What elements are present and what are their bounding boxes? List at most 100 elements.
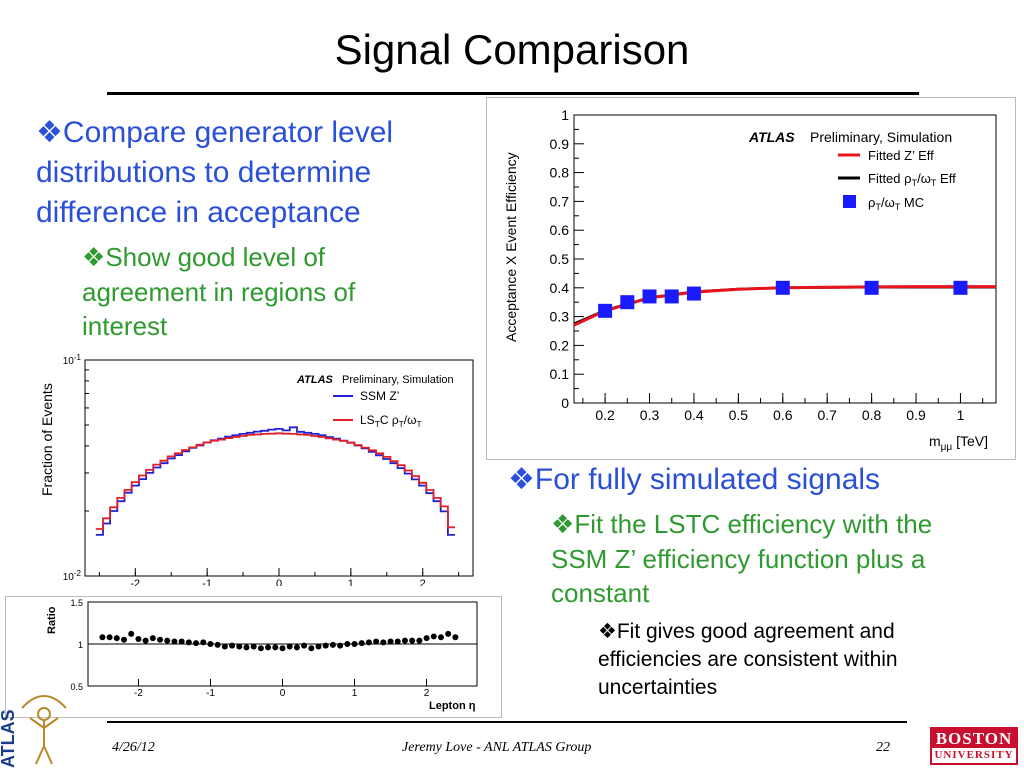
bullet-level3-b: ❖Fit gives good agreement and efficienci… bbox=[598, 617, 978, 702]
diamond-bullet-icon: ❖ bbox=[551, 510, 575, 540]
y-tick-label: 0.2 bbox=[550, 337, 570, 353]
ratio-data-point bbox=[423, 635, 430, 642]
ratio-data-point bbox=[279, 645, 286, 652]
footer-date: 4/26/12 bbox=[112, 740, 155, 755]
ratio-data-point bbox=[337, 642, 344, 649]
ratio-data-point bbox=[99, 634, 106, 641]
x-tick-label: 0.4 bbox=[684, 407, 704, 423]
mc-data-point bbox=[864, 280, 879, 295]
legend-label: Fitted Z’ Eff bbox=[868, 148, 934, 163]
ratio-data-point bbox=[106, 634, 113, 641]
ratio-data-point bbox=[257, 645, 264, 652]
ratio-data-point bbox=[135, 635, 142, 642]
ratio-data-point bbox=[365, 639, 372, 646]
mc-data-point bbox=[686, 286, 701, 301]
legend-label: LSTC ρT/ωT bbox=[360, 413, 422, 429]
atlas-sublabel: Preliminary, Simulation bbox=[810, 129, 952, 145]
ratio-data-point bbox=[128, 630, 135, 637]
mc-data-point bbox=[775, 280, 790, 295]
ratio-data-point bbox=[358, 640, 365, 647]
plot-frame bbox=[84, 359, 474, 577]
y-axis-label: Ratio bbox=[46, 606, 58, 634]
diamond-bullet-icon: ❖ bbox=[598, 619, 617, 643]
ratio-data-point bbox=[164, 637, 171, 644]
ratio-data-point bbox=[149, 635, 156, 642]
footer-divider bbox=[107, 721, 907, 723]
bullet-text: For fully simulated signals bbox=[534, 463, 881, 496]
atlas-logo-text: ATLAS bbox=[0, 709, 18, 768]
ratio-data-point bbox=[445, 630, 452, 637]
bullet-level1-b: ❖For fully simulated signals bbox=[508, 460, 1018, 500]
y-tick-label: 10-1 bbox=[63, 354, 82, 367]
ratio-data-point bbox=[293, 644, 300, 651]
boston-university-logo: BOSTON UNIVERSITY bbox=[930, 727, 1018, 765]
atlas-sublabel: Preliminary, Simulation bbox=[342, 374, 454, 386]
x-tick-label: 0.6 bbox=[773, 407, 793, 423]
y-tick-label: 0 bbox=[561, 395, 569, 411]
ratio-chart: Ratio 1.5 1 0.5 -2 -1 0 1 2 Lepton η bbox=[5, 596, 502, 718]
y-tick-label: 0.5 bbox=[550, 251, 570, 267]
atlas-logo: ATLAS bbox=[0, 695, 67, 768]
mc-data-point bbox=[953, 280, 968, 295]
x-tick-label: -2 bbox=[134, 688, 143, 699]
y-axis-label: Fraction of Events bbox=[39, 383, 55, 496]
x-tick-label: 1 bbox=[957, 407, 965, 423]
ratio-data-point bbox=[193, 640, 200, 647]
y-tick-label: 1.5 bbox=[70, 598, 83, 608]
x-tick-label: 0 bbox=[276, 578, 282, 586]
y-tick-label: 1 bbox=[78, 640, 83, 650]
ratio-data-point bbox=[286, 643, 293, 650]
ratio-data-point bbox=[380, 639, 387, 646]
bullet-text: Show good level of agreement in regions … bbox=[82, 242, 356, 341]
bullet-level2-b: ❖Fit the LSTC efficiency with the SSM Z’… bbox=[551, 507, 981, 610]
y-tick-label: 0.3 bbox=[550, 309, 570, 325]
plot-area: 1.5 1 0.5 -2 -1 0 1 2 bbox=[70, 598, 478, 699]
diamond-bullet-icon: ❖ bbox=[508, 462, 535, 497]
ratio-data-point bbox=[178, 638, 185, 645]
bullet-text: Fit the LSTC efficiency with the SSM Z’ … bbox=[551, 509, 933, 608]
y-tick-label: 0.9 bbox=[550, 136, 570, 152]
ratio-data-point bbox=[221, 643, 228, 650]
x-tick-label: 0.9 bbox=[906, 407, 926, 423]
atlas-figure-icon bbox=[21, 695, 67, 765]
legend-label: Fitted ρT/ωT Eff bbox=[868, 171, 956, 188]
y-tick-label: 1 bbox=[561, 107, 569, 123]
ratio-data-point bbox=[394, 638, 401, 645]
ratio-data-point bbox=[171, 638, 178, 645]
ratio-data-point bbox=[272, 644, 279, 651]
atlas-label: ATLAS bbox=[296, 374, 334, 386]
x-tick-label: 0.5 bbox=[729, 407, 749, 423]
y-tick-label: 0.8 bbox=[550, 165, 570, 181]
y-tick-label: 0.7 bbox=[550, 193, 570, 209]
footer-page-number: 22 bbox=[876, 740, 890, 755]
ratio-data-point bbox=[344, 641, 351, 647]
x-tick-label: 2 bbox=[424, 688, 430, 699]
ratio-data-point bbox=[315, 643, 322, 650]
bullet-text: Fit gives good agreement and efficiencie… bbox=[598, 620, 898, 699]
x-tick-label: 1 bbox=[348, 578, 354, 586]
y-tick-label: 0.5 bbox=[70, 682, 83, 692]
mc-data-point bbox=[664, 289, 679, 304]
ratio-data-point bbox=[229, 642, 236, 649]
ratio-data-point bbox=[265, 644, 272, 651]
lepton-eta-chart: Fraction of Events 10-1 10-2 -2 -1 0 1 2 ATLAS… bbox=[39, 354, 474, 586]
lstc-histogram bbox=[95, 432, 455, 530]
legend: Fitted Z’ Eff Fitted ρT/ωT Eff ρT/ωT MC bbox=[838, 148, 956, 212]
legend: SSM Z’ LSTC ρT/ωT bbox=[333, 389, 422, 429]
logo-line1: BOSTON bbox=[932, 729, 1016, 748]
footer-author: Jeremy Love - ANL ATLAS Group bbox=[402, 740, 592, 755]
ratio-data-point bbox=[308, 645, 315, 652]
x-axis-label: mμμ [TeV] bbox=[929, 433, 988, 453]
x-tick-label: -2 bbox=[130, 578, 140, 586]
x-tick-label: 2 bbox=[420, 578, 426, 586]
slide-title: Signal Comparison bbox=[334, 26, 690, 73]
bullet-level2-a: ❖Show good level of agreement in regions… bbox=[82, 240, 422, 343]
ratio-data-point bbox=[351, 641, 358, 647]
ratio-data-point bbox=[322, 642, 329, 649]
ratio-data-point bbox=[207, 641, 214, 647]
ratio-data-point bbox=[214, 641, 221, 648]
x-tick-label: 0.7 bbox=[817, 407, 837, 423]
diamond-bullet-icon: ❖ bbox=[36, 115, 63, 150]
mc-data-point bbox=[598, 303, 613, 318]
ratio-data-point bbox=[121, 636, 128, 643]
